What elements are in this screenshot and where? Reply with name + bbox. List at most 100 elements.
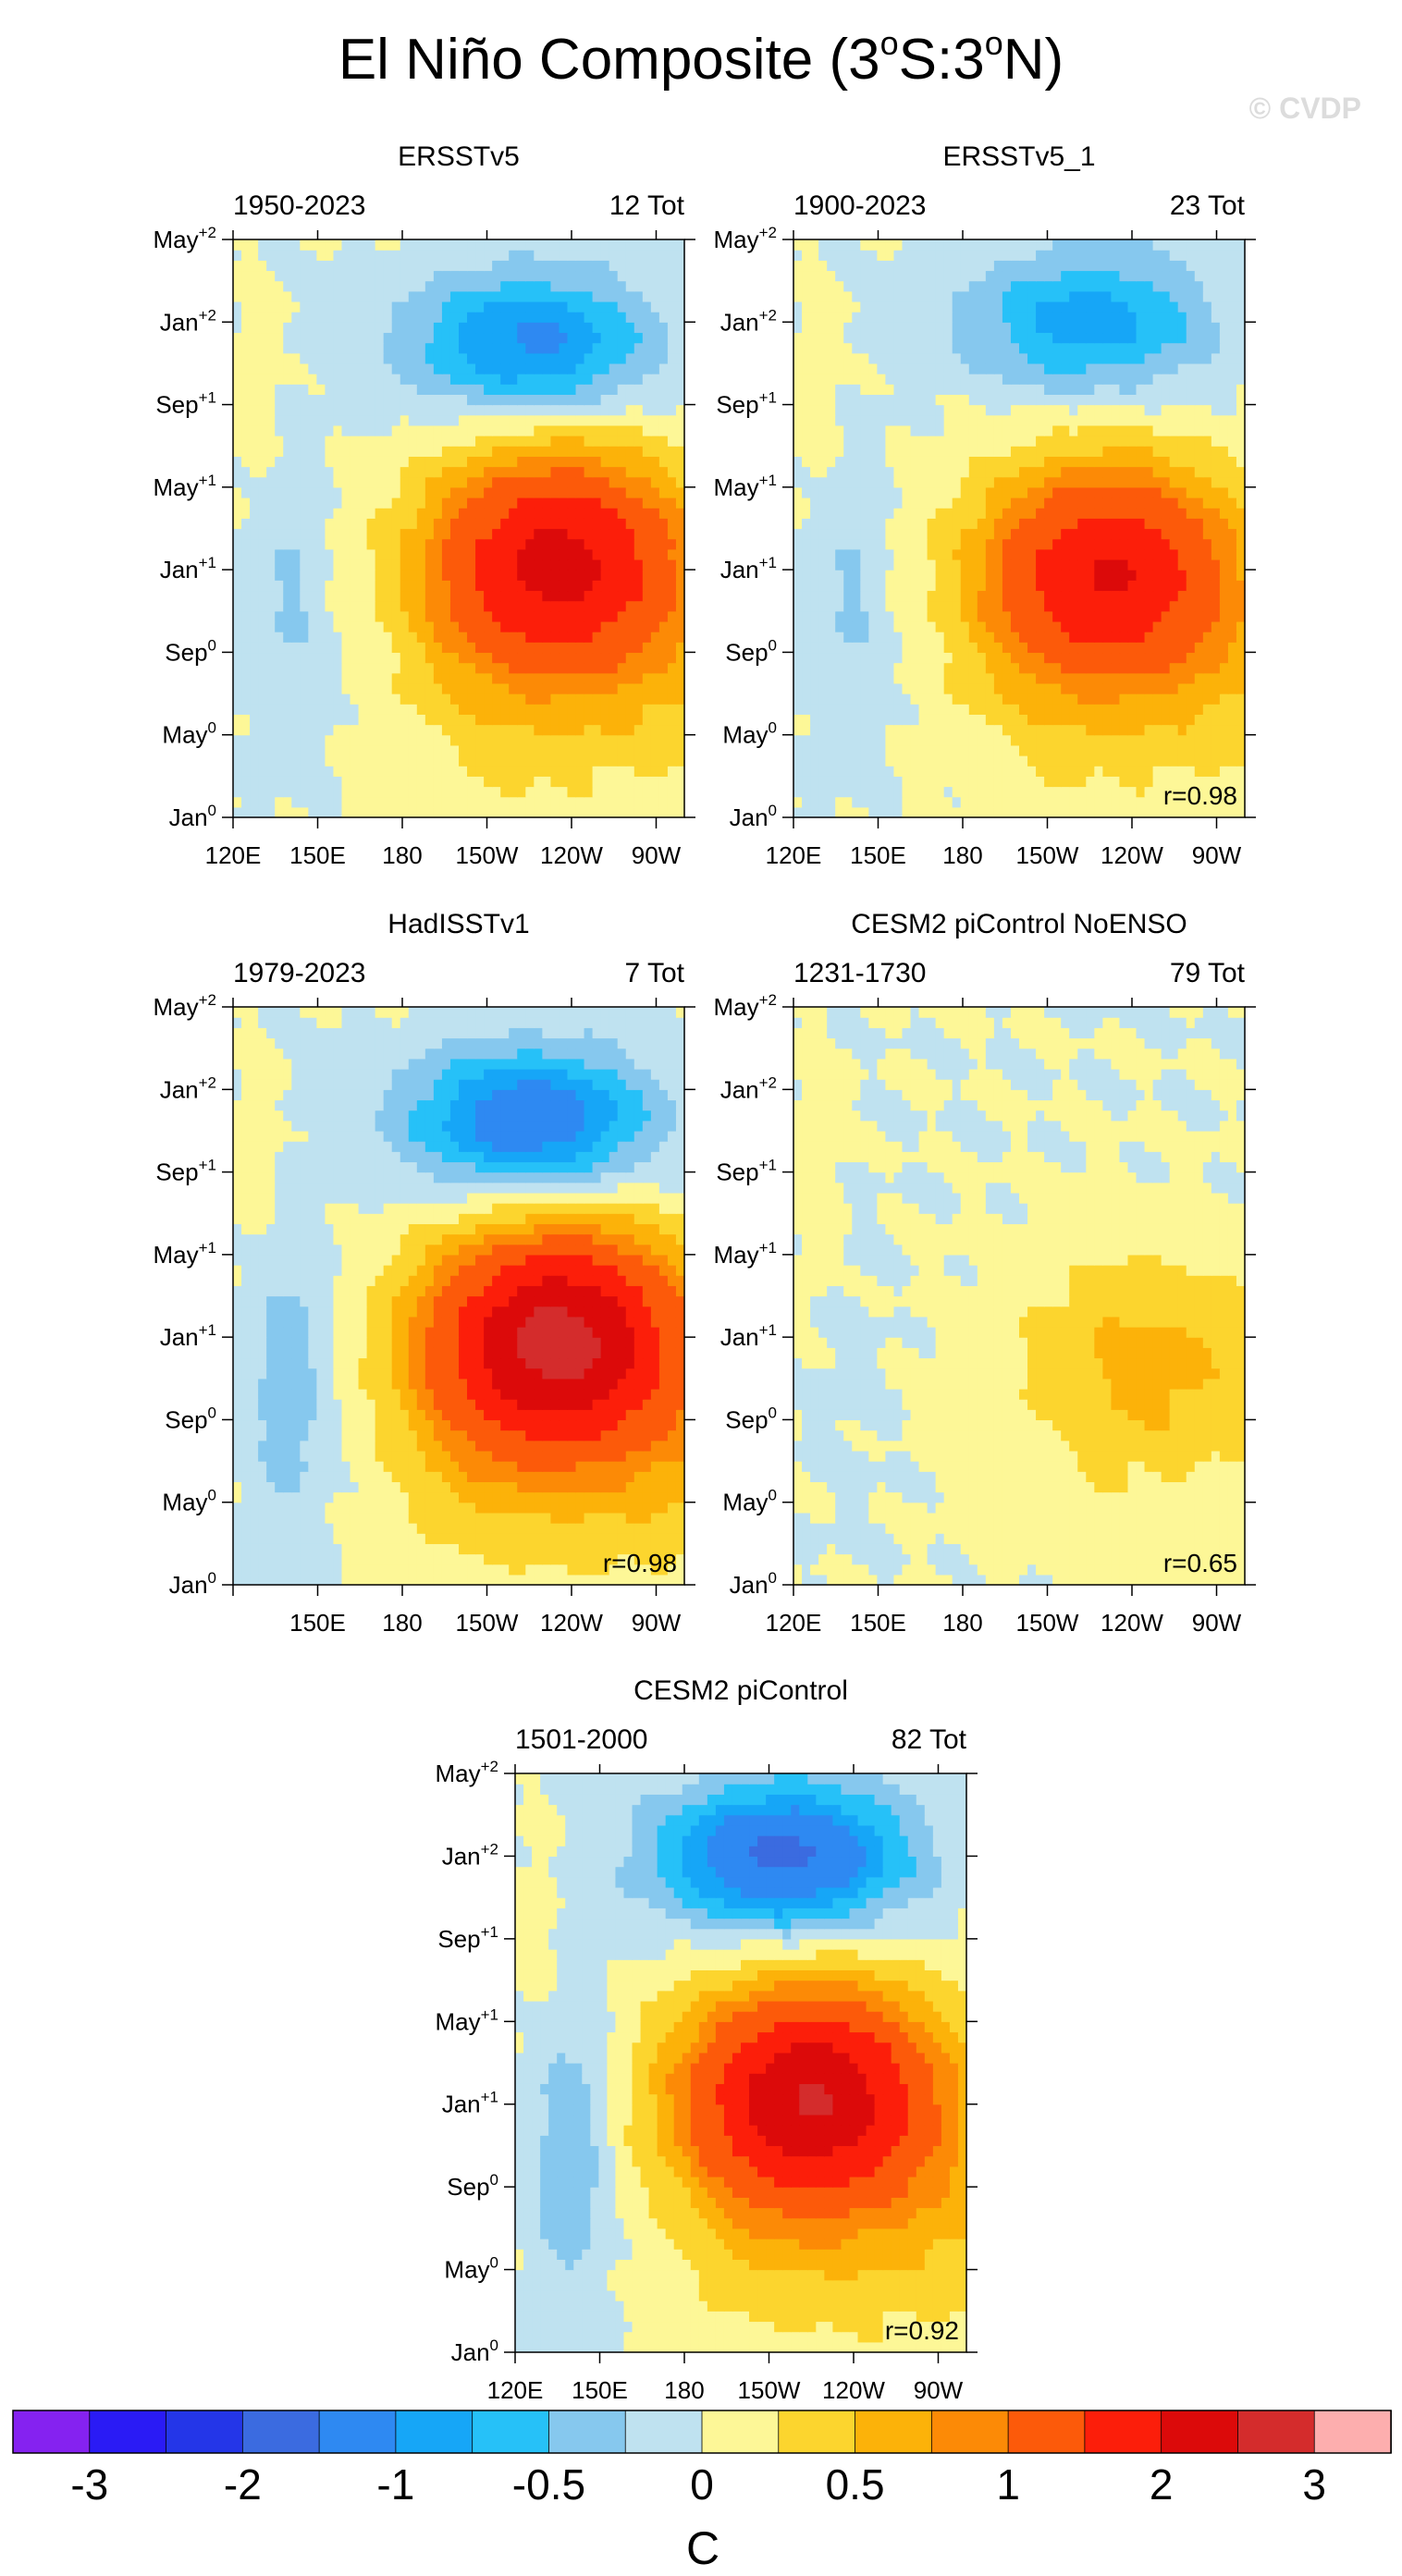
heatmap-cell: [1077, 714, 1087, 726]
heatmap-cell: [341, 682, 351, 694]
heatmap-cell: [391, 322, 401, 334]
heatmap-cell: [584, 260, 594, 272]
heatmap-cell: [584, 435, 594, 447]
heatmap-cell: [1086, 508, 1095, 519]
heatmap-cell: [1111, 518, 1121, 530]
heatmap-cell: [441, 548, 451, 560]
heatmap-cell: [1052, 497, 1062, 509]
heatmap-cell: [484, 466, 493, 478]
heatmap-cell: [416, 652, 426, 664]
heatmap-cell: [250, 250, 259, 261]
heatmap-cell: [1036, 714, 1045, 726]
heatmap-cell: [1219, 776, 1229, 788]
heatmap-cell: [1036, 632, 1045, 643]
heatmap-cell: [534, 374, 543, 385]
heatmap-cell: [241, 384, 251, 396]
heatmap-cell: [658, 724, 669, 736]
heatmap-cell: [283, 755, 292, 767]
heatmap-cell: [985, 508, 995, 519]
heatmap-cell: [424, 352, 435, 364]
heatmap-cell: [550, 456, 560, 468]
heatmap-cell: [584, 796, 594, 808]
heatmap-cell: [835, 724, 844, 736]
heatmap-cell: [408, 600, 418, 612]
heatmap-cell: [935, 476, 945, 488]
heatmap-cell: [843, 538, 853, 550]
heatmap-cell: [584, 290, 594, 302]
heatmap-cell: [1019, 806, 1028, 818]
heatmap-cell: [291, 362, 301, 374]
heatmap-cell: [584, 755, 594, 767]
heatmap-cell: [1236, 806, 1246, 818]
heatmap-cell: [818, 476, 828, 488]
heatmap-cell: [1077, 518, 1087, 530]
heatmap-cell: [675, 508, 685, 519]
heatmap-cell: [1069, 776, 1078, 788]
heatmap-cell: [910, 508, 920, 519]
heatmap-cell: [534, 590, 543, 602]
heatmap-cell: [625, 776, 635, 788]
heatmap-cell: [968, 672, 978, 684]
heatmap-cell: [300, 744, 309, 756]
heatmap-cell: [667, 394, 677, 406]
heatmap-cell: [424, 508, 435, 519]
heatmap-cell: [441, 734, 451, 746]
heatmap-cell: [642, 580, 652, 592]
heatmap-cell: [1161, 796, 1171, 808]
heatmap-cell: [584, 312, 594, 323]
heatmap-cell: [441, 290, 451, 302]
heatmap-cell: [818, 580, 828, 592]
x-tick-label: 150E: [289, 841, 346, 869]
heatmap-cell: [266, 548, 276, 560]
heatmap-cell: [492, 301, 501, 313]
heatmap-cell: [1236, 786, 1246, 798]
heatmap-cell: [1227, 632, 1237, 643]
heatmap-cell: [424, 704, 435, 715]
heatmap-cell: [441, 476, 451, 488]
heatmap-cell: [383, 620, 393, 632]
heatmap-cell: [1069, 476, 1078, 488]
heatmap-cell: [416, 682, 426, 694]
heatmap-cell: [818, 724, 828, 736]
heatmap-cell: [1002, 672, 1012, 684]
heatmap-cell: [1102, 600, 1113, 612]
heatmap-cell: [843, 662, 853, 674]
heatmap-cell: [509, 290, 518, 302]
heatmap-cell: [449, 662, 460, 674]
heatmap-cell: [667, 704, 677, 715]
heatmap-cell: [449, 239, 460, 251]
heatmap-cell: [584, 280, 594, 292]
heatmap-cell: [810, 558, 819, 570]
heatmap-cell: [667, 776, 677, 788]
heatmap-cell: [633, 270, 644, 282]
heatmap-cell: [793, 693, 803, 705]
heatmap-cell: [424, 332, 435, 344]
heatmap-cell: [642, 590, 652, 602]
heatmap-cell: [459, 352, 468, 364]
heatmap-cell: [1102, 786, 1113, 798]
heatmap-cell: [667, 435, 677, 447]
heatmap-cell: [1152, 528, 1162, 540]
heatmap-cell: [658, 456, 669, 468]
heatmap-cell: [475, 724, 485, 736]
heatmap-cell: [943, 590, 953, 602]
heatmap-cell: [1219, 548, 1229, 560]
heatmap-cell: [408, 528, 418, 540]
heatmap-cell: [927, 704, 937, 715]
heatmap-cell: [275, 476, 284, 488]
heatmap-cell: [1177, 497, 1187, 509]
heatmap-cell: [675, 466, 685, 478]
heatmap-cell: [918, 508, 929, 519]
heatmap-cell: [1144, 580, 1154, 592]
heatmap-cell: [667, 332, 677, 344]
heatmap-cell: [300, 362, 309, 374]
heatmap-cell: [658, 734, 669, 746]
heatmap-cell: [500, 632, 510, 643]
heatmap-cell: [333, 693, 343, 705]
heatmap-cell: [375, 610, 385, 622]
heatmap-cell: [1186, 466, 1196, 478]
heatmap-cell: [927, 456, 937, 468]
heatmap-cell: [500, 693, 510, 705]
heatmap-cell: [1236, 620, 1246, 632]
heatmap-cell: [952, 682, 962, 694]
